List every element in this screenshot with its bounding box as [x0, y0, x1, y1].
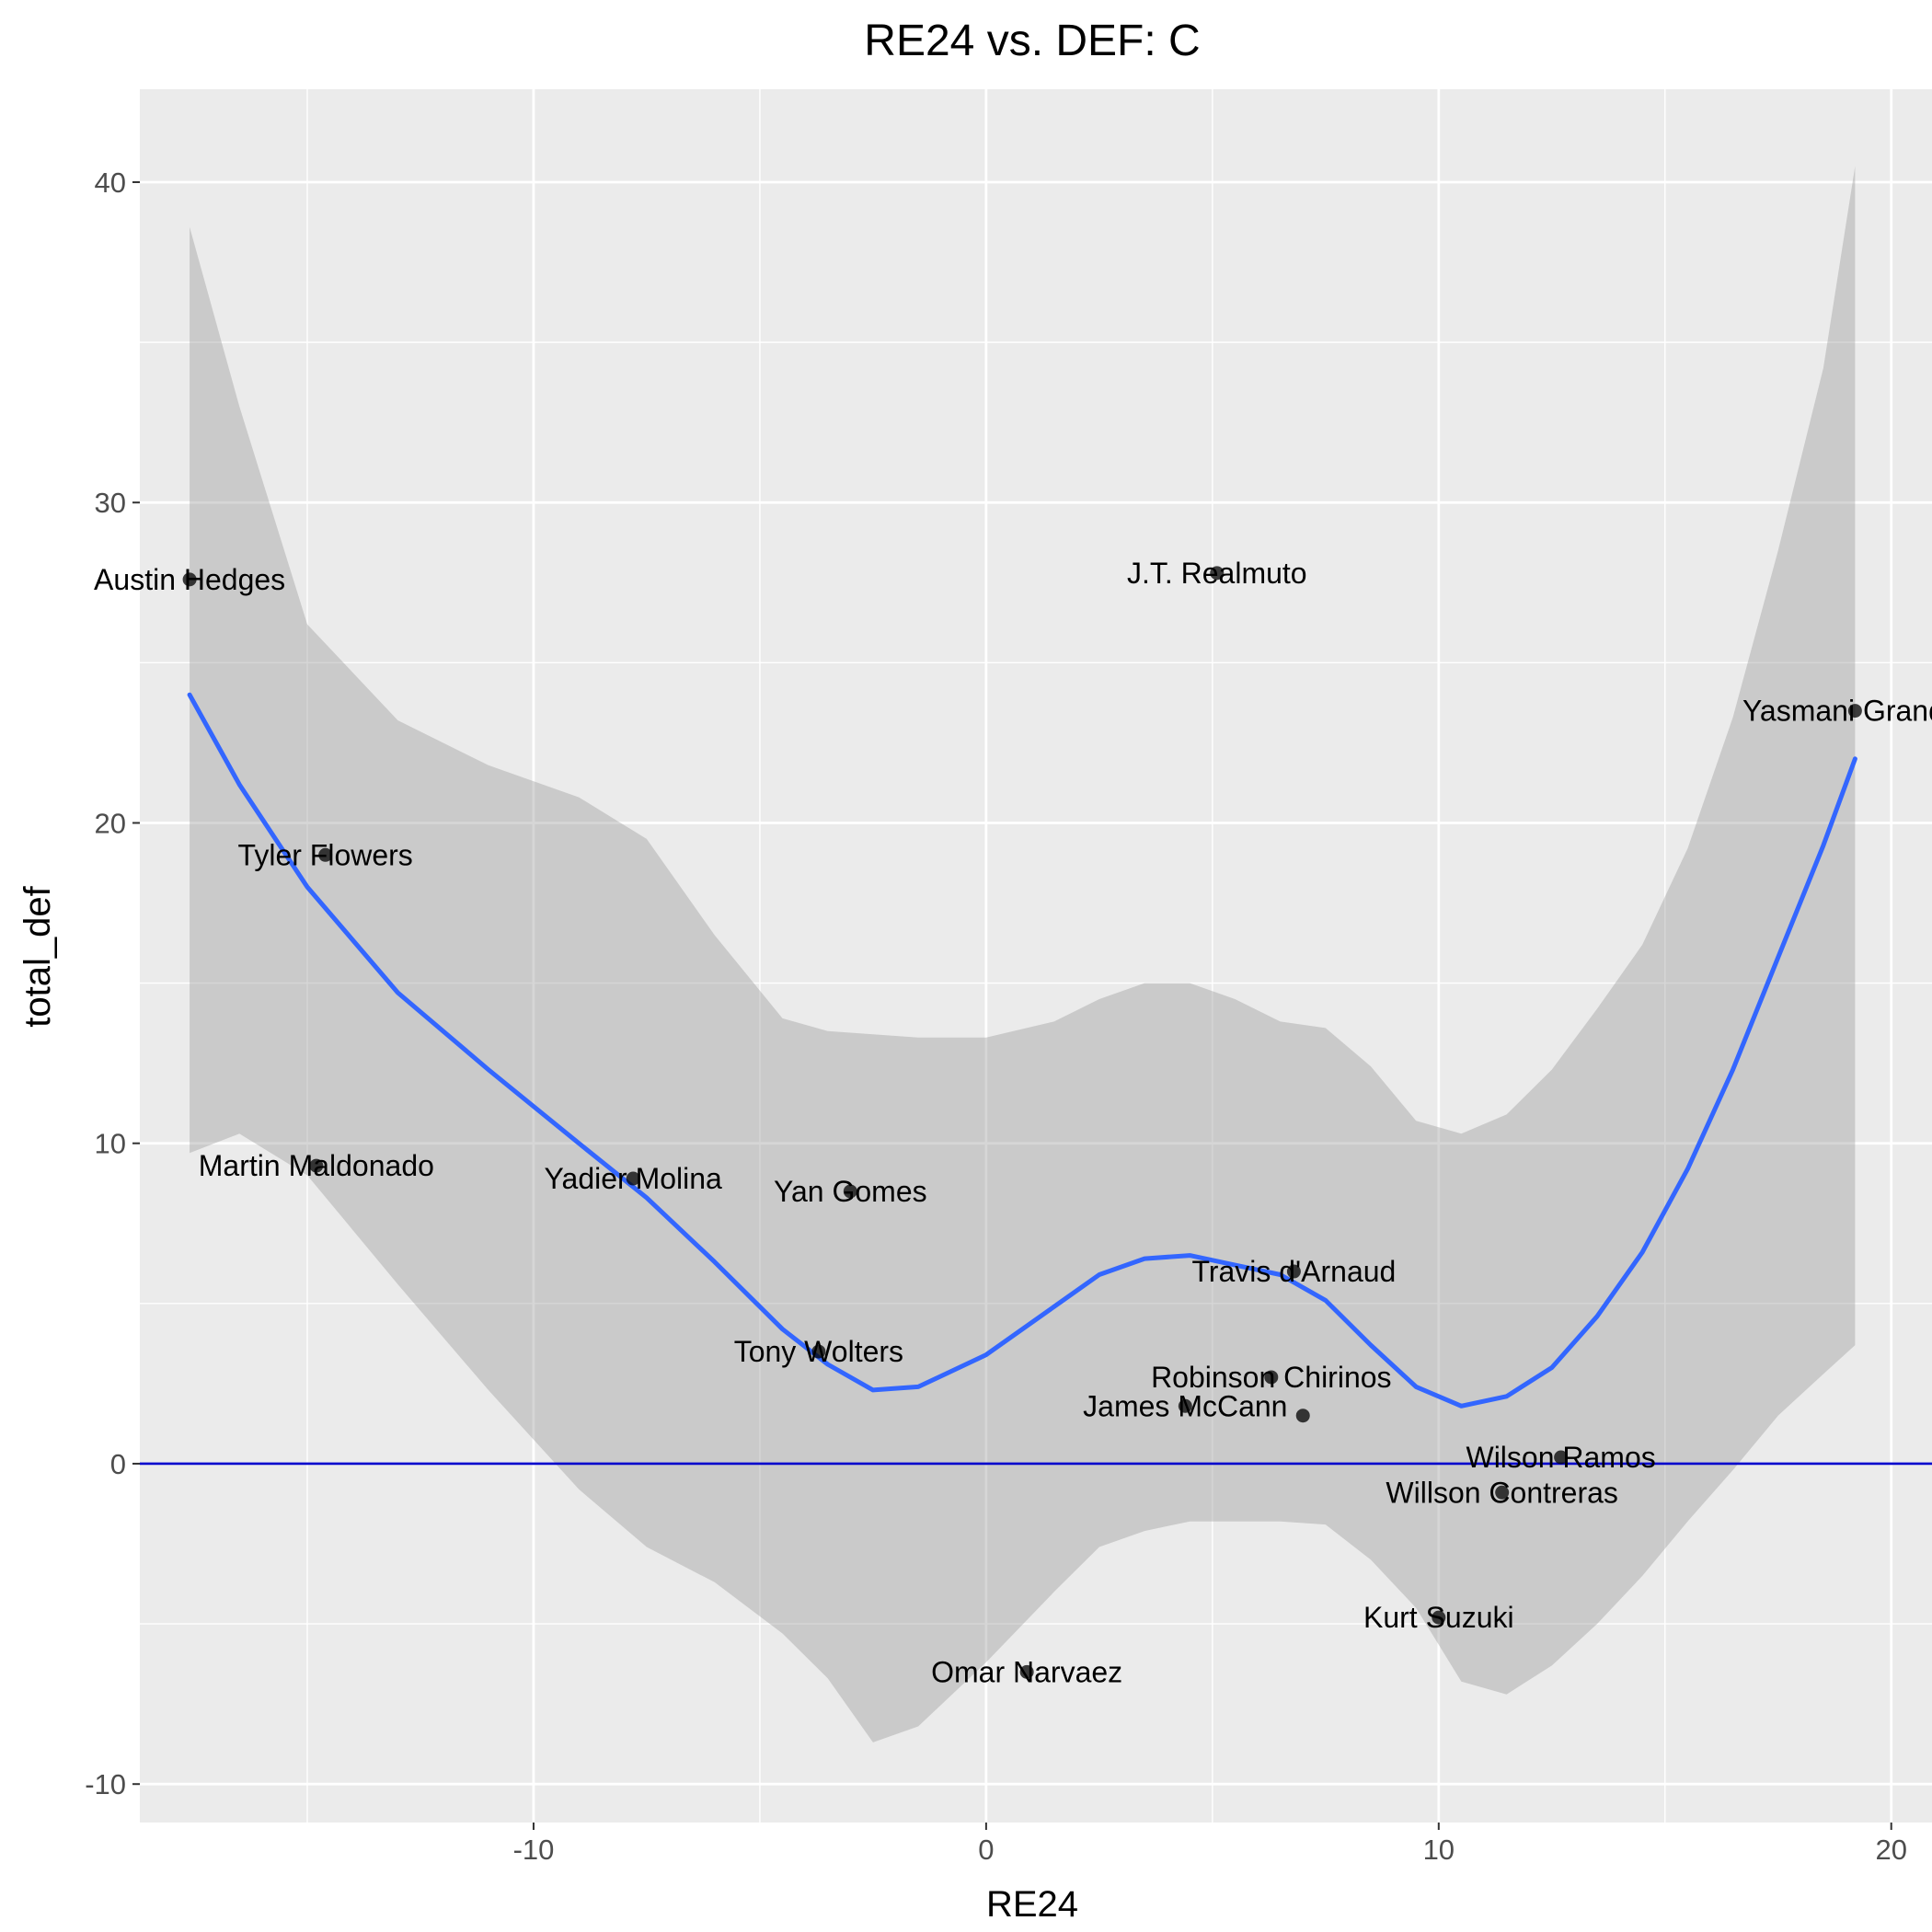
- point-label: Yasmani Grandal: [1742, 695, 1932, 728]
- data-point: [1210, 566, 1225, 581]
- y-axis-title: total_def: [17, 885, 58, 1027]
- y-tick-label: 10: [95, 1128, 126, 1160]
- data-point: [182, 572, 197, 587]
- data-point: [1495, 1485, 1510, 1500]
- x-axis-title: RE24: [986, 1884, 1078, 1925]
- point-label: Tyler Flowers: [238, 838, 413, 871]
- smooth-fit-line: [187, 692, 1857, 1409]
- confidence-band-layer: [190, 166, 1856, 1742]
- chart-title: RE24 vs. DEF: C: [864, 17, 1200, 65]
- data-point: [1432, 1610, 1446, 1625]
- y-tick-label: 30: [95, 487, 126, 519]
- x-tick-label: 20: [1875, 1834, 1906, 1866]
- minor-gridlines: [140, 89, 1932, 1823]
- plot-panel: [140, 89, 1932, 1823]
- point-label: Wilson Ramos: [1466, 1441, 1655, 1474]
- confidence-band: [190, 166, 1856, 1742]
- smooth-line-layer: [187, 692, 1857, 1409]
- point-label: Omar Narvaez: [931, 1655, 1122, 1688]
- point-label: Kurt Suzuki: [1363, 1601, 1514, 1634]
- data-point: [1178, 1398, 1192, 1413]
- data-point: [1554, 1450, 1569, 1465]
- data-point: [843, 1184, 857, 1199]
- point-label: Robinson Chirinos: [1151, 1361, 1391, 1394]
- axes-layer: -10 0 10 20 -10 0 10 20 30 40: [85, 167, 1907, 1866]
- data-point: [318, 847, 333, 862]
- point-label: Yan Gomes: [774, 1175, 927, 1208]
- data-point: [1019, 1664, 1034, 1679]
- data-point: [626, 1171, 640, 1186]
- y-tick-label: 40: [95, 167, 126, 199]
- point-label: Tony Wolters: [734, 1335, 903, 1368]
- points-layer: [182, 566, 1862, 1679]
- point-label: Yadier Molina: [545, 1162, 722, 1195]
- data-point: [1286, 1264, 1301, 1279]
- y-tick-label: 0: [110, 1448, 126, 1480]
- x-tick-label: -10: [513, 1834, 555, 1866]
- data-point: [1295, 1409, 1310, 1423]
- data-point: [1847, 704, 1862, 719]
- point-label: Martin Maldonado: [199, 1149, 434, 1182]
- x-tick-label: 0: [978, 1834, 994, 1866]
- data-point: [811, 1344, 826, 1359]
- point-label: Willson Contreras: [1386, 1476, 1618, 1509]
- y-tick-label: 20: [95, 807, 126, 839]
- point-label: James McCann: [1083, 1389, 1287, 1422]
- point-label: J.T. Realmuto: [1127, 557, 1307, 590]
- point-label: Austin Hedges: [94, 563, 285, 596]
- point-labels-layer: Austin Hedges Tyler Flowers Martin Maldona…: [94, 557, 1932, 1688]
- x-tick-label: 10: [1423, 1834, 1455, 1866]
- data-point: [1264, 1370, 1279, 1385]
- data-point: [309, 1158, 324, 1173]
- y-tick-label: -10: [85, 1768, 126, 1800]
- point-label: Travis d'Arnaud: [1191, 1255, 1396, 1288]
